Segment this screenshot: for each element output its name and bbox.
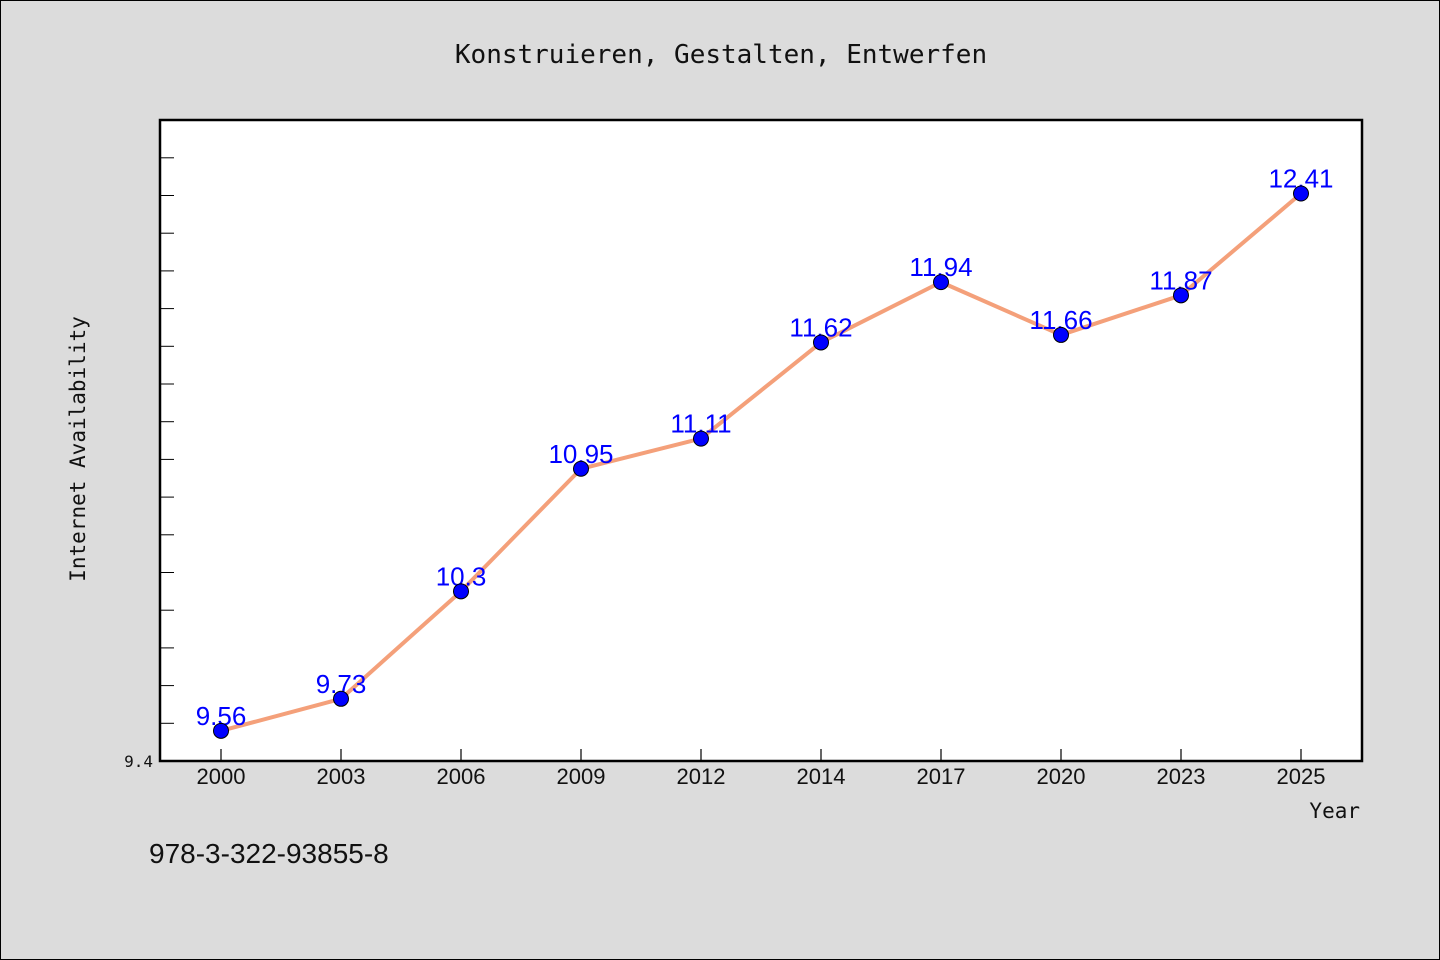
data-point-marker [933, 274, 949, 291]
x-axis-ticks [220, 749, 1302, 761]
x-tick-label: 2009 [557, 764, 606, 789]
chart-title: Konstruieren, Gestalten, Entwerfen [455, 40, 987, 70]
isbn-footer-text: 978-3-322-93855-8 [149, 838, 389, 869]
x-tick-label: 2017 [917, 764, 966, 789]
data-point-marker [813, 334, 829, 351]
x-axis-tick-labels: 2000 2003 2006 2009 2012 2014 2017 2020 2023 2025 [197, 764, 1326, 789]
x-tick-label: 2023 [1157, 764, 1206, 789]
x-tick-label: 2012 [677, 764, 726, 789]
data-point-marker [333, 690, 349, 707]
x-tick-label: 2025 [1277, 764, 1326, 789]
y-tick-label: 9.4 [124, 752, 153, 771]
data-point-marker [213, 722, 229, 739]
x-tick-label: 2020 [1037, 764, 1086, 789]
data-point-marker [1293, 185, 1309, 202]
x-tick-label: 2014 [797, 764, 846, 789]
data-point-marker [1173, 287, 1189, 304]
data-point-marker [453, 583, 469, 600]
data-point-marker [573, 460, 589, 477]
x-axis-label: Year [1309, 799, 1360, 823]
series-group: 9.569.7310.310.9511.1111.6211.9411.6611.… [196, 164, 1334, 739]
y-axis-label: Internet Availability [66, 316, 90, 582]
series-line [220, 192, 1303, 733]
plot-area [158, 118, 1364, 763]
x-tick-label: 2003 [317, 764, 366, 789]
data-point-marker [693, 430, 709, 447]
x-tick-label: 2000 [197, 764, 246, 789]
y-axis-ticks [160, 157, 174, 762]
data-point-marker [1053, 326, 1069, 343]
x-tick-label: 2006 [437, 764, 486, 789]
